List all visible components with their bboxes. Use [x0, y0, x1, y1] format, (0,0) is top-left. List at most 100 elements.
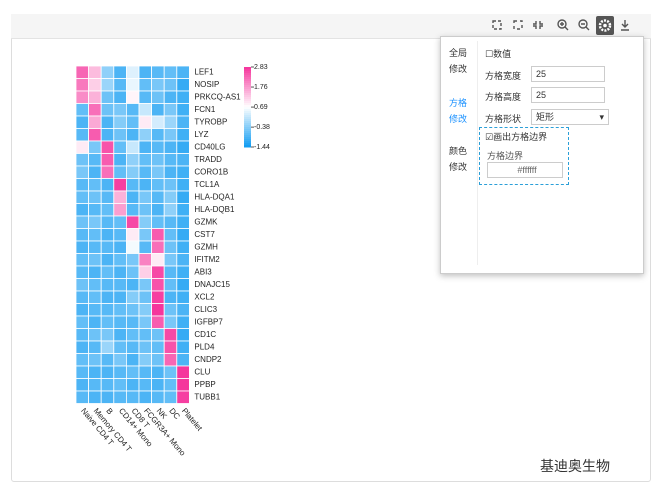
checkbox[interactable]: ☑画出方格边界 [485, 132, 548, 142]
icon-zoom-out[interactable] [578, 19, 590, 31]
heatmap-cell [176, 78, 190, 92]
colorbar-segment [244, 139, 251, 142]
heatmap-cell [126, 165, 140, 179]
icon-zoom-in[interactable] [557, 19, 569, 31]
heatmap-cell [126, 328, 140, 342]
heatmap-cell [88, 115, 102, 129]
colorbar-segment [244, 109, 251, 112]
heatmap-cell [163, 153, 178, 167]
colorbar-segment [244, 103, 251, 106]
icon-fullscreen[interactable] [513, 20, 523, 30]
heatmap-cell [138, 215, 153, 229]
heatmap-cell [163, 278, 178, 292]
heatmap-cell [126, 203, 140, 217]
heatmap-cell [100, 140, 115, 154]
colorbar-segment [244, 97, 251, 100]
heatmap-cell [176, 140, 190, 154]
checkbox-label: 画出方格边界 [493, 132, 548, 142]
heatmap-cell [75, 215, 90, 229]
heatmap-cell [100, 315, 115, 329]
gear [598, 19, 612, 32]
row-label: TCL1A [194, 180, 220, 189]
input[interactable]: 25 [531, 66, 605, 82]
heatmap-cell [75, 240, 90, 254]
heatmap-cell [126, 140, 140, 154]
heatmap-cell [100, 378, 115, 392]
heatmap-cell [163, 190, 178, 204]
heatmap-cell [100, 90, 115, 104]
colorbar-label: 1.76 [254, 84, 268, 91]
heatmap-cell [151, 303, 165, 317]
heatmap-cell [163, 165, 178, 179]
heatmap-cell [138, 365, 153, 379]
section-title: 颜色修改 [449, 146, 468, 172]
section-title: 全局修改 [449, 48, 468, 74]
icon-download[interactable] [621, 20, 629, 31]
heatmap-cell [151, 153, 165, 167]
heatmap-cell [126, 178, 140, 192]
heatmap-cell [75, 128, 90, 142]
colorbar-segment [244, 121, 251, 124]
heatmap-cell [151, 278, 165, 292]
heatmap-cell [126, 215, 140, 229]
colorbar-segment [244, 69, 251, 72]
row-label: GZMK [194, 217, 218, 226]
row-label: IGFBP7 [194, 317, 223, 326]
heatmap-cell [176, 390, 190, 404]
heatmap-cell [88, 103, 102, 117]
heatmap-cell [138, 240, 153, 254]
heatmap-cell [151, 315, 165, 329]
heatmap-cell [176, 353, 190, 367]
colorbar-segment [244, 133, 251, 136]
row-label: HLA-DQB1 [194, 205, 235, 214]
heatmap-cell [100, 253, 115, 267]
heatmap-cell [126, 240, 140, 254]
checkbox[interactable]: ☐数值 [485, 49, 512, 59]
heatmap-cell [151, 65, 165, 79]
heatmap-cell [100, 353, 115, 367]
heatmap-cell [176, 165, 190, 179]
heatmap-cell [126, 315, 140, 329]
heatmap-cell [176, 190, 190, 204]
row-label: ABI3 [194, 267, 212, 276]
icon-exit-fullscreen[interactable] [533, 21, 543, 29]
heatmap-cell [151, 240, 165, 254]
heatmap-cell [138, 128, 153, 142]
heatmap-cell [75, 78, 90, 92]
heatmap-cell [126, 265, 140, 279]
section-title[interactable]: 方格修改 [449, 98, 468, 124]
heatmap-cell [113, 178, 127, 192]
select[interactable]: 矩形 ▾ [531, 109, 609, 125]
row-label: DNAJC15 [194, 280, 230, 289]
heatmap-cell [113, 78, 127, 92]
input[interactable]: 25 [531, 87, 605, 103]
row-label: CLU [194, 367, 210, 376]
heatmap-cell [113, 103, 127, 117]
heatmap-cell [151, 190, 165, 204]
colorbar-segment [244, 105, 251, 108]
color-input[interactable]: #ffffff [487, 162, 563, 178]
gear-hub [603, 23, 607, 28]
heatmap-cell [88, 203, 102, 217]
heatmap-cell [75, 103, 90, 117]
row-label: LYZ [194, 130, 208, 139]
row-label: CD40LG [194, 142, 225, 151]
row-label: GZMH [194, 242, 218, 251]
heatmap-cell [176, 215, 190, 229]
heatmap-cell [163, 365, 178, 379]
heatmap-cell [151, 340, 165, 354]
heatmap-cell [113, 190, 127, 204]
heatmap-cell [88, 228, 102, 242]
heatmap-cell [113, 153, 127, 167]
icon-fit[interactable] [492, 20, 502, 30]
heatmap-cell [151, 253, 165, 267]
heatmap-cell [138, 290, 153, 304]
settings-panel: 全局修改 方格修改 颜色修改 ☐数值 方格宽度 25 方格高度 25 方格形状 … [440, 36, 644, 274]
row-label: NOSIP [194, 80, 219, 89]
heatmap-cell [113, 265, 127, 279]
heatmap-cell [151, 365, 165, 379]
heatmap-cell [151, 140, 165, 154]
heatmap-cell [88, 365, 102, 379]
heatmap-cell [151, 90, 165, 104]
heatmap-cell [163, 315, 178, 329]
